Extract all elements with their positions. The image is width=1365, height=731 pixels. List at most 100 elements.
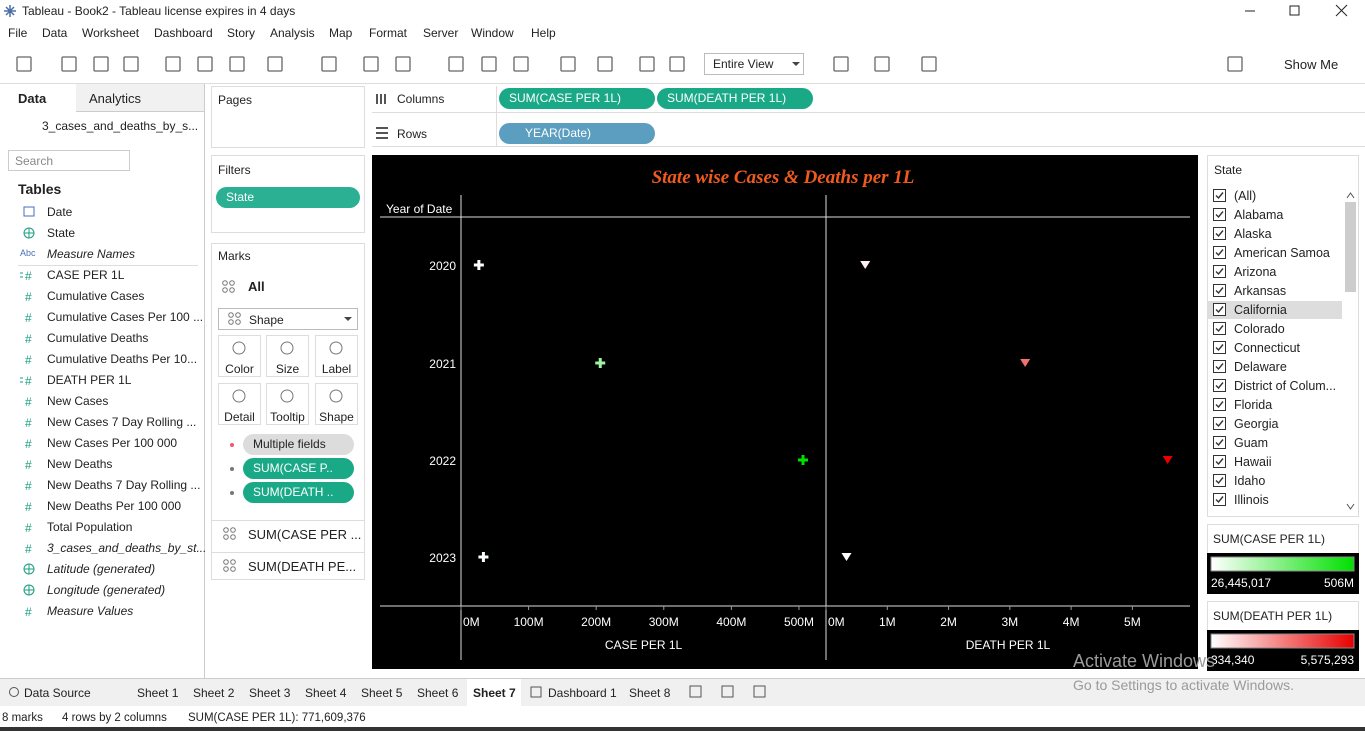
state-item[interactable]: American Samoa [1234,246,1330,260]
checkbox[interactable] [1213,284,1227,298]
mark-button[interactable]: Tooltip [266,383,309,425]
sheet-tab[interactable]: Sheet 3 [249,686,291,700]
sheet-tab[interactable]: Sheet 6 [417,686,459,700]
state-item[interactable]: Florida [1234,398,1273,412]
mark-button[interactable]: Shape [315,383,358,425]
sheet-tab[interactable]: Sheet 4 [305,686,347,700]
field-name[interactable]: 3_cases_and_deaths_by_st... [47,541,207,555]
field-name[interactable]: Longitude (generated) [47,583,166,597]
marks-section[interactable]: SUM(DEATH PE... [211,552,365,580]
field-name[interactable]: CASE PER 1L [47,268,125,282]
x-tick-label: 300M [649,615,679,629]
state-item[interactable]: Georgia [1234,417,1279,431]
field-name[interactable]: New Deaths 7 Day Rolling ... [47,478,201,492]
checkbox[interactable] [1213,208,1227,222]
state-item[interactable]: Alaska [1234,227,1272,241]
state-item[interactable]: California [1234,303,1287,317]
checkbox[interactable] [1213,227,1227,241]
sheet-tab[interactable]: Sheet 7 [473,686,516,700]
checkbox[interactable] [1213,322,1227,336]
sheet-tab[interactable]: Sheet 2 [193,686,235,700]
sheet-tab[interactable]: Sheet 8 [629,686,671,700]
state-item[interactable]: Hawaii [1234,455,1272,469]
menu-item[interactable]: Story [227,26,256,40]
data-source[interactable]: 3_cases_and_deaths_by_s... [42,119,199,133]
menu-item[interactable]: Analysis [270,26,315,40]
menu-item[interactable]: Window [471,26,514,40]
marks-pill[interactable]: SUM(DEATH .. [243,482,354,503]
sheet-tab[interactable]: Dashboard 1 [548,686,617,700]
state-item[interactable]: Alabama [1234,208,1284,222]
checkbox[interactable] [1213,493,1227,507]
state-item[interactable]: District of Colum... [1234,379,1337,393]
mark-type[interactable]: Shape [218,308,358,330]
field-name[interactable]: Latitude (generated) [47,562,156,576]
state-item[interactable]: Arkansas [1234,284,1287,298]
field-name[interactable]: New Deaths [47,457,113,471]
watermark-title: Activate Windows [1073,651,1216,671]
checkbox[interactable] [1213,189,1227,203]
fit-dropdown[interactable]: Entire View [704,53,804,75]
field-name[interactable]: Total Population [47,520,133,534]
checkbox[interactable] [1213,265,1227,279]
checkbox[interactable] [1213,417,1227,431]
menu-item[interactable]: Format [369,26,408,40]
mark-button[interactable]: Detail [218,383,261,425]
checkbox[interactable] [1213,474,1227,488]
sheet-tab[interactable]: Sheet 1 [137,686,179,700]
field-name[interactable]: Measure Names [47,247,136,261]
filter-pill[interactable]: State [216,187,360,208]
checkbox[interactable] [1213,341,1227,355]
field-name[interactable]: Measure Values [47,604,134,618]
menu-item[interactable]: File [8,26,28,40]
menu-item[interactable]: Help [531,26,556,40]
row-pill[interactable]: YEAR(Date) [499,123,655,144]
field-name[interactable]: DEATH PER 1L [47,373,132,387]
state-item[interactable]: Connecticut [1234,341,1301,355]
checkbox[interactable] [1213,455,1227,469]
checkbox[interactable] [1213,246,1227,260]
marks-section[interactable]: SUM(CASE PER ... [211,520,365,548]
field-name[interactable]: New Deaths Per 100 000 [47,499,182,513]
state-item[interactable]: Arizona [1234,265,1277,279]
mark-button[interactable]: Size [266,335,309,377]
pane-tab[interactable]: Data [18,91,47,106]
sheet-tab[interactable]: Data Source [24,686,91,700]
menu-item[interactable]: Map [329,26,353,40]
menu-item[interactable]: Data [42,26,68,40]
field-name[interactable]: Cumulative Cases Per 100 ... [47,310,204,324]
mark-button[interactable]: Label [315,335,358,377]
state-item[interactable]: Idaho [1234,474,1266,488]
field-name[interactable]: New Cases [47,394,109,408]
menu-item[interactable]: Server [423,26,459,40]
marks-pill[interactable]: Multiple fields [243,434,354,455]
state-item[interactable]: Guam [1234,436,1269,450]
field-name[interactable]: Cumulative Deaths [47,331,149,345]
checkbox[interactable] [1213,303,1227,317]
search-box[interactable]: Search [8,150,130,171]
state-item[interactable]: (All) [1234,189,1257,203]
field-name[interactable]: Cumulative Cases [47,289,145,303]
checkbox[interactable] [1213,436,1227,450]
state-item[interactable]: Illinois [1234,493,1269,507]
checkbox[interactable] [1213,360,1227,374]
shape-icon [223,566,229,572]
pane-tab[interactable]: Analytics [89,91,142,106]
mark-button[interactable]: Color [218,335,261,377]
show-me[interactable]: Show Me [1284,57,1339,72]
field-name[interactable]: New Cases Per 100 000 [47,436,178,450]
field-name[interactable]: Cumulative Deaths Per 10... [47,352,198,366]
column-pill[interactable]: SUM(CASE PER 1L) [499,88,655,109]
field-name[interactable]: Date [47,205,73,219]
menu-item[interactable]: Dashboard [154,26,213,40]
state-item[interactable]: Colorado [1234,322,1285,336]
menu-item[interactable]: Worksheet [82,26,140,40]
column-pill[interactable]: SUM(DEATH PER 1L) [657,88,813,109]
field-name[interactable]: State [47,226,76,240]
field-name[interactable]: New Cases 7 Day Rolling ... [47,415,197,429]
marks-pill[interactable]: SUM(CASE P.. [243,458,354,479]
checkbox[interactable] [1213,379,1227,393]
checkbox[interactable] [1213,398,1227,412]
sheet-tab[interactable]: Sheet 5 [361,686,403,700]
state-item[interactable]: Delaware [1234,360,1287,374]
